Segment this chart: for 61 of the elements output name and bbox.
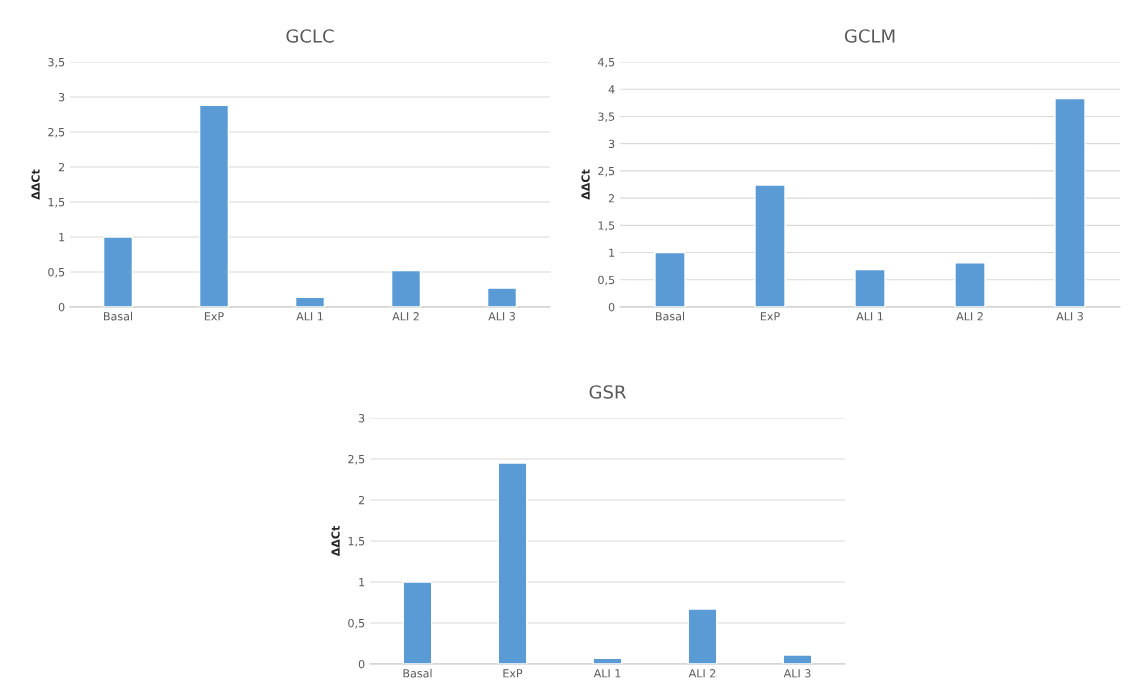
y-tick-label: 3	[358, 413, 365, 423]
x-tick-label: ALI 1	[593, 669, 621, 678]
y-tick-label: 4,5	[598, 58, 615, 68]
bar	[294, 296, 326, 307]
x-tick-label: ExP	[204, 312, 224, 321]
y-axis-title: ΔΔCt	[331, 525, 340, 557]
y-tick-label: 3,5	[48, 57, 65, 68]
x-tick-label: ALI 1	[296, 312, 323, 321]
y-tick-label: 3	[58, 92, 65, 102]
x-tick-label: Basal	[403, 668, 432, 678]
y-tick-label: 1	[359, 578, 365, 587]
bar	[654, 251, 686, 307]
y-tick-label: 3,5	[598, 112, 615, 122]
x-tick-label: ALI 3	[783, 669, 811, 678]
y-tick-label: 0	[608, 302, 615, 312]
x-tick-label: Basal	[104, 311, 133, 321]
bar	[390, 269, 422, 307]
chart-title: GCLC	[286, 29, 334, 43]
y-axis-title: ΔΔCt	[581, 169, 590, 200]
x-tick-label: ALI 2	[688, 669, 716, 678]
y-tick-label: 3	[608, 139, 615, 149]
y-tick-label: 2	[358, 495, 365, 505]
bar	[854, 268, 886, 307]
bar	[198, 104, 230, 307]
y-axis-title: ΔΔCt	[31, 169, 40, 200]
bar	[1054, 97, 1086, 307]
y-tick-label: 2	[608, 194, 615, 203]
y-tick-label: 2,5	[48, 127, 65, 138]
x-tick-label: ALI 3	[488, 312, 515, 321]
bar	[954, 262, 986, 307]
y-tick-label: 0	[358, 659, 365, 669]
bar	[782, 654, 813, 664]
x-tick-label: ALI 2	[956, 312, 983, 321]
bar	[592, 657, 623, 664]
y-tick-label: 2,5	[598, 166, 615, 177]
y-tick-label: 0,5	[598, 275, 615, 286]
chart-title: GSR	[589, 385, 626, 399]
y-tick-label: 1	[59, 233, 65, 242]
chart-title: GCLM	[844, 29, 895, 43]
bar	[486, 287, 518, 307]
y-tick-label: 2,5	[348, 454, 365, 465]
y-tick-label: 0,5	[348, 618, 365, 629]
y-tick-label: 1	[609, 248, 615, 257]
y-tick-label: 0,5	[48, 267, 65, 278]
bar	[102, 236, 134, 307]
y-tick-label: 4	[608, 85, 615, 94]
y-tick-label: 0	[58, 302, 65, 312]
x-tick-label: ALI 2	[392, 312, 419, 321]
y-tick-label: 1,5	[348, 537, 365, 547]
y-tick-label: 2	[58, 162, 65, 172]
bar	[497, 462, 528, 664]
bar	[402, 581, 433, 664]
bar	[687, 608, 718, 664]
y-tick-label: 1,5	[48, 198, 65, 208]
bar	[754, 184, 786, 307]
y-tick-label: 1,5	[598, 221, 615, 231]
x-tick-label: ALI 1	[856, 312, 883, 321]
x-tick-label: ALI 3	[1056, 312, 1083, 321]
x-tick-label: ExP	[503, 669, 523, 678]
x-tick-label: Basal	[656, 311, 685, 321]
x-tick-label: ExP	[760, 312, 780, 321]
